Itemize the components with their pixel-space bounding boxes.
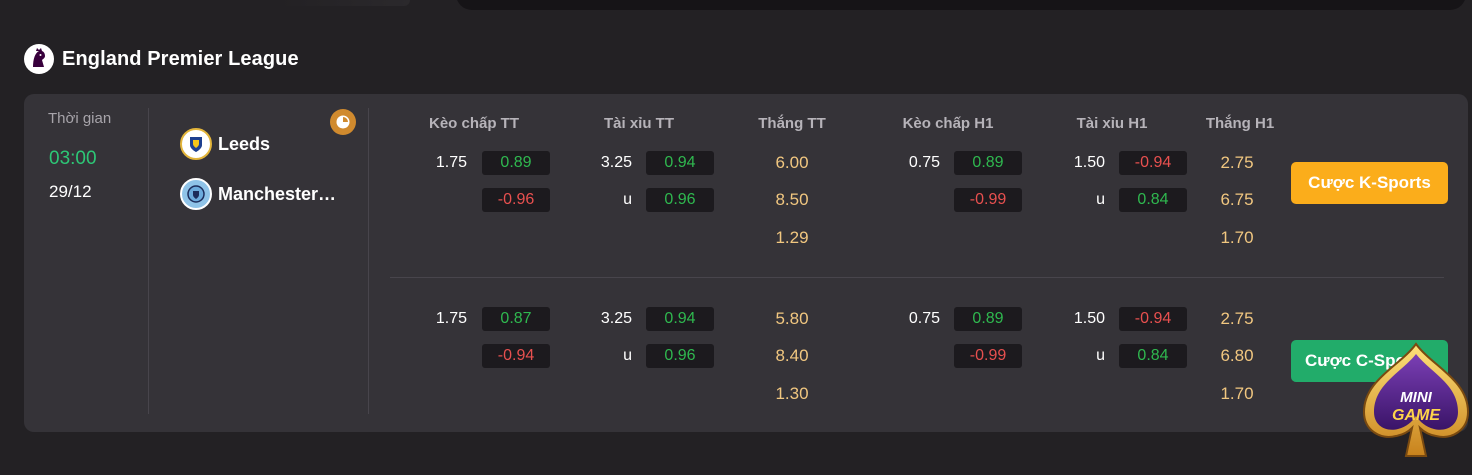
odds-button[interactable]: 0.89 [482,151,550,175]
odds-button[interactable]: -0.99 [954,344,1022,368]
column-header-hdp-h1: Kèo chấp H1 [902,115,994,132]
win-h1-odds-away[interactable]: 6.80 [1220,346,1254,365]
premier-league-lion-icon [24,44,54,74]
column-header-ou-h1: Tài xỉu H1 [1076,115,1148,132]
odds-button[interactable]: 0.89 [954,307,1022,331]
league-title: England Premier League [62,47,299,70]
win-h1-odds-draw[interactable]: 1.70 [1220,228,1254,247]
win-odds-draw[interactable]: 1.29 [775,228,809,247]
ou-h1-line: 1.50 [1073,310,1105,327]
win-odds-home[interactable]: 6.00 [775,153,809,172]
match-time-block: Thời gian 03:00 29/12 [48,110,112,201]
home-team-name: Leeds [218,133,271,154]
ou-tt-line: 3.25 [600,154,632,171]
under-label: u [623,347,632,364]
book-divider [390,277,1444,278]
odds-button[interactable]: 0.96 [646,188,714,212]
odds-button[interactable]: -0.96 [482,188,550,212]
leeds-badge-icon [180,128,212,160]
column-header-ou-tt: Tài xỉu TT [603,115,675,132]
top-panel [456,0,1466,10]
odds-button[interactable]: 0.84 [1119,188,1187,212]
odds-button[interactable]: 0.94 [646,307,714,331]
odds-button[interactable]: -0.94 [1119,151,1187,175]
column-header-win-tt: Thắng TT [758,115,826,132]
odds-button[interactable]: 0.89 [954,151,1022,175]
hdp-tt-line: 1.75 [435,310,467,327]
column-divider [368,108,369,414]
minigame-label-mini: MINI [1400,389,1432,406]
odds-button[interactable]: -0.94 [482,344,550,368]
win-odds-draw[interactable]: 1.30 [775,384,809,403]
away-team-name: Manchester City [218,183,340,204]
match-card: Thời gian 03:00 29/12 Leeds Manchester C… [24,94,1468,432]
odds-button[interactable]: 0.96 [646,344,714,368]
man-city-badge-icon [180,178,212,210]
stats-clock-icon[interactable] [330,109,356,135]
hdp-h1-line: 0.75 [908,154,940,171]
odds-button[interactable]: -0.94 [1119,307,1187,331]
win-h1-odds-draw[interactable]: 1.70 [1220,384,1254,403]
win-h1-odds-home[interactable]: 2.75 [1220,309,1254,328]
top-edge-decoration [280,0,410,6]
odds-button[interactable]: 0.87 [482,307,550,331]
column-header-win-h1: Thắng H1 [1205,115,1275,132]
odds-button[interactable]: 0.84 [1119,344,1187,368]
under-label: u [1096,347,1105,364]
home-team[interactable]: Leeds [180,128,340,160]
under-label: u [623,191,632,208]
odds-button[interactable]: -0.99 [954,188,1022,212]
odds-button[interactable]: 0.94 [646,151,714,175]
minigame-floating-button[interactable]: MINI GAME [1360,340,1472,470]
win-odds-away[interactable]: 8.50 [775,190,809,209]
ou-tt-line: 3.25 [600,310,632,327]
away-team[interactable]: Manchester City [180,178,340,210]
win-odds-away[interactable]: 8.40 [775,346,809,365]
win-h1-odds-away[interactable]: 6.75 [1220,190,1254,209]
column-divider [148,108,149,414]
under-label: u [1096,191,1105,208]
time-label: Thời gian [48,110,112,127]
column-header-hdp-tt: Kèo chấp TT [428,115,520,132]
win-h1-odds-home[interactable]: 2.75 [1220,153,1254,172]
hdp-tt-line: 1.75 [435,154,467,171]
bet-k-sports-button[interactable]: Cược K-Sports [1291,162,1448,204]
minigame-label-game: GAME [1392,407,1441,424]
kickoff-time: 03:00 [49,148,97,169]
win-odds-home[interactable]: 5.80 [775,309,809,328]
league-header[interactable]: England Premier League [24,44,299,74]
hdp-h1-line: 0.75 [908,310,940,327]
ou-h1-line: 1.50 [1073,154,1105,171]
kickoff-date: 29/12 [49,182,92,201]
